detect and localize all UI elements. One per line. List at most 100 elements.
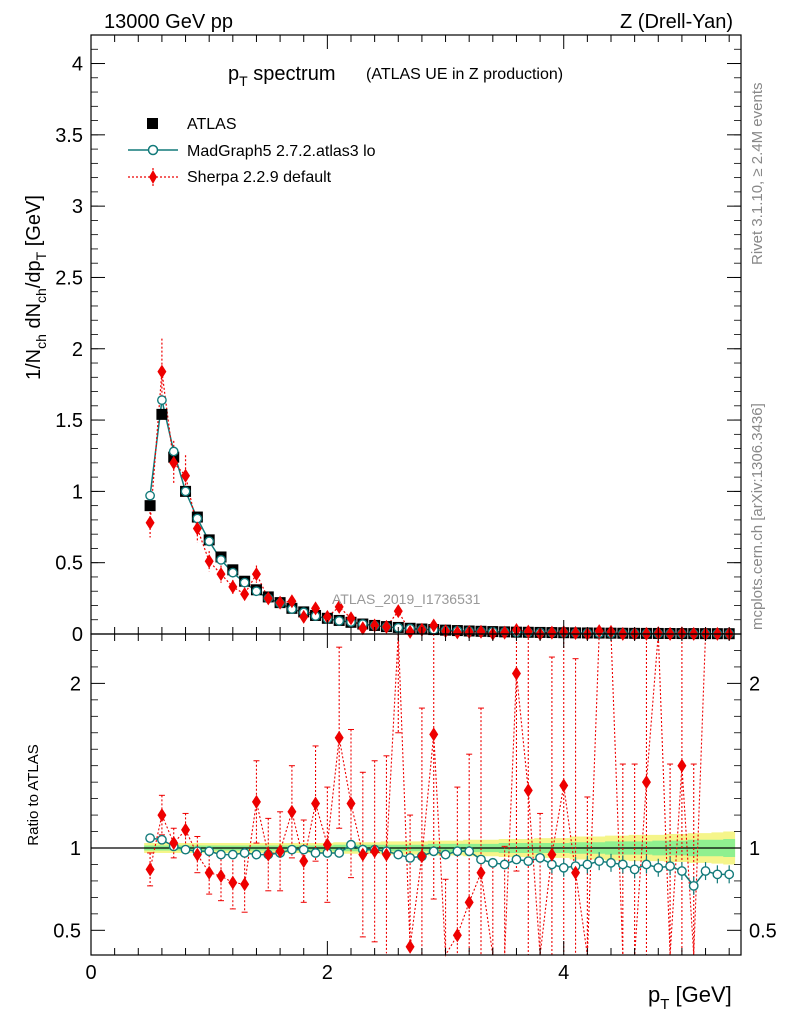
sherpa-point	[157, 364, 167, 379]
ylab-6: [GeV]	[23, 195, 45, 252]
xlabel: pT [GeV]	[648, 982, 732, 1013]
ratio-xticklabel: 2	[322, 962, 333, 984]
ratio-sherpa-point	[181, 822, 191, 837]
madgraph-point	[192, 513, 203, 524]
main-yticklabel: 3.5	[55, 125, 83, 147]
ratio-sherpa-point	[476, 865, 486, 880]
legend-sherpa-label: Sherpa 2.2.9 default	[187, 169, 332, 186]
sherpa-point	[429, 618, 439, 633]
sherpa-point	[547, 625, 557, 640]
sherpa-point	[192, 521, 202, 536]
xlabel-rest: [GeV]	[669, 982, 731, 1007]
legend-madgraph-label: MadGraph5 2.7.2.atlas3 lo	[187, 143, 376, 160]
process-label: Z (Drell-Yan)	[620, 11, 733, 33]
ratio-madgraph-point	[499, 859, 510, 870]
ratio-yticklabel: 1	[70, 838, 81, 860]
sherpa-point	[181, 468, 191, 483]
madgraph-point	[239, 577, 250, 588]
main-ylabel: 1/Nch dNch/dpT [GeV]	[23, 195, 49, 380]
main-yticklabel: 1.5	[55, 410, 83, 432]
ratio-madgraph-point	[440, 849, 451, 860]
ylab-2: dN	[23, 303, 45, 334]
ratio-sherpa-point	[240, 877, 250, 892]
ylab-0: 1/N	[23, 349, 45, 380]
ratio-madgraph-point	[677, 866, 687, 876]
ratio-madgraph-point	[558, 862, 569, 873]
sherpa-point	[381, 619, 391, 634]
ratio-madgraph-point	[428, 846, 439, 857]
main-yticklabel: 2	[72, 339, 83, 361]
ratio-sherpa-point	[571, 865, 581, 880]
main-subtitle: (ATLAS UE in Z production)	[366, 66, 563, 83]
ratio-yticklabel: 2	[70, 673, 81, 695]
ratio-xticklabel: 0	[85, 962, 96, 984]
ratio-sherpa-point	[287, 804, 297, 819]
ratio-sherpa-line	[149, 633, 730, 957]
main-yticklabel: 0.5	[55, 553, 83, 575]
sherpa-line	[149, 371, 730, 635]
madgraph-point	[168, 446, 179, 457]
main-yticklabel: 4	[72, 54, 83, 76]
ratio-madgraph-point	[487, 857, 498, 868]
ratio-sherpa-point	[452, 928, 462, 943]
main-yticklabel: 0	[72, 624, 83, 646]
sherpa-point	[311, 601, 321, 616]
ratio-sherpa-point	[346, 796, 356, 811]
madgraph-point	[227, 567, 238, 578]
sherpa-point	[594, 624, 604, 639]
ratio-madgraph-point	[145, 833, 155, 844]
main-yticklabel: 2.5	[55, 267, 83, 289]
sherpa-point	[204, 554, 214, 569]
sherpa-point	[228, 579, 238, 594]
ratio-sherpa-point	[547, 847, 557, 862]
ratio-madgraph-point	[287, 844, 297, 855]
ratio-madgraph-point	[334, 848, 345, 858]
ratio-madgraph-point	[629, 864, 640, 875]
ratio-madgraph-point	[476, 854, 486, 865]
ratio-sherpa-point	[216, 868, 226, 883]
ratio-sherpa-point	[228, 875, 238, 890]
ratio-sherpa-point	[381, 847, 391, 862]
sherpa-point	[358, 621, 368, 636]
ratio-sherpa-point	[334, 730, 344, 745]
ratio-sherpa-point	[263, 847, 273, 862]
madgraph-point	[251, 586, 262, 597]
ratio-sherpa-point	[523, 783, 533, 798]
ratio-sherpa-point	[157, 808, 167, 823]
ratio-madgraph-point	[464, 846, 475, 857]
sherpa-point	[169, 455, 179, 470]
ratio-madgraph-point	[239, 848, 250, 858]
ratio-madgraph-point	[310, 848, 321, 858]
ratio-madgraph-point	[688, 880, 699, 891]
ratio-sherpa-point	[641, 775, 651, 790]
ratio-sherpa-point	[370, 844, 380, 859]
ratio-madgraph-point	[724, 869, 735, 880]
ratio-sherpa-point	[192, 847, 202, 862]
ratio-xticklabel: 4	[558, 962, 569, 984]
ratio-madgraph-point	[653, 862, 664, 873]
sherpa-point	[275, 595, 285, 610]
madgraph-point	[216, 554, 226, 565]
sherpa-point	[145, 515, 155, 530]
analysis-label: ATLAS_2019_I1736531	[332, 591, 481, 607]
ratio-madgraph-point	[665, 861, 675, 872]
main-yticklabel: 3	[72, 196, 83, 218]
madgraph-point	[180, 486, 191, 497]
sherpa-point	[476, 624, 486, 639]
ratio-yticklabel-right: 0.5	[749, 920, 777, 942]
energy-label: 13000 GeV pp	[104, 11, 233, 33]
sherpa-point	[405, 624, 415, 639]
ylab-3: ch	[33, 288, 49, 303]
main-panel: 0 0.5 1 1.5 2 2.5 3 3.5 4	[55, 34, 742, 646]
ratio-yticklabel: 0.5	[53, 920, 81, 942]
legend: ATLAS MadGraph5 2.7.2.atlas3 lo Sherpa 2…	[128, 116, 376, 186]
sherpa-point	[251, 567, 261, 582]
madgraph-point	[145, 490, 155, 501]
main-title: pT spectrum	[228, 63, 336, 89]
sherpa-point	[571, 626, 581, 641]
ratio-madgraph-point	[594, 856, 605, 867]
ratio-madgraph-point	[298, 844, 309, 855]
sherpa-point	[334, 599, 344, 614]
xlabel-sub: T	[660, 996, 669, 1013]
